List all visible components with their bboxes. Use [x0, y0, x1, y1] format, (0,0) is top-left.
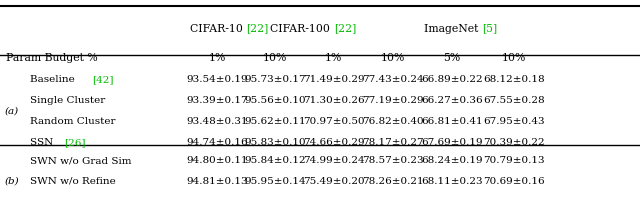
Text: Param Budget %: Param Budget %: [6, 53, 98, 63]
Text: 68.12±0.18: 68.12±0.18: [483, 75, 545, 84]
Text: [26]: [26]: [64, 138, 86, 147]
Text: 1%: 1%: [325, 53, 342, 63]
Text: CIFAR-100: CIFAR-100: [270, 24, 334, 33]
Text: 76.82±0.40: 76.82±0.40: [362, 117, 424, 126]
Text: 93.54±0.19: 93.54±0.19: [187, 75, 248, 84]
Text: 68.11±0.23: 68.11±0.23: [421, 177, 483, 186]
Text: 94.81±0.13: 94.81±0.13: [187, 177, 248, 186]
Text: 70.79±0.13: 70.79±0.13: [483, 156, 545, 165]
Text: 93.48±0.31: 93.48±0.31: [187, 117, 248, 126]
Text: 70.39±0.22: 70.39±0.22: [483, 138, 545, 147]
Text: 94.80±0.11: 94.80±0.11: [187, 156, 248, 165]
Text: [22]: [22]: [334, 24, 356, 33]
Text: 95.83±0.10: 95.83±0.10: [244, 138, 306, 147]
Text: Single Cluster: Single Cluster: [30, 96, 106, 105]
Text: [5]: [5]: [483, 24, 497, 33]
Text: SWN w/o Refine: SWN w/o Refine: [30, 177, 116, 186]
Text: 66.81±0.41: 66.81±0.41: [421, 117, 483, 126]
Text: 66.27±0.36: 66.27±0.36: [421, 96, 483, 105]
Text: 71.30±0.26: 71.30±0.26: [303, 96, 365, 105]
Text: 10%: 10%: [502, 53, 527, 63]
Text: 78.26±0.21: 78.26±0.21: [362, 177, 424, 186]
Text: 70.97±0.50: 70.97±0.50: [303, 117, 365, 126]
Text: 93.39±0.17: 93.39±0.17: [187, 96, 248, 105]
Text: 77.19±0.29: 77.19±0.29: [362, 96, 424, 105]
Text: 67.69±0.19: 67.69±0.19: [421, 138, 483, 147]
Text: 70.69±0.16: 70.69±0.16: [483, 177, 545, 186]
Text: (a): (a): [4, 107, 19, 116]
Text: 1%: 1%: [209, 53, 227, 63]
Text: 95.56±0.10: 95.56±0.10: [244, 96, 306, 105]
Text: 95.84±0.12: 95.84±0.12: [244, 156, 306, 165]
Text: 74.99±0.24: 74.99±0.24: [303, 156, 365, 165]
Text: 5%: 5%: [444, 53, 460, 63]
Text: 67.95±0.43: 67.95±0.43: [483, 117, 545, 126]
Text: 75.49±0.20: 75.49±0.20: [303, 177, 365, 186]
Text: [22]: [22]: [246, 24, 269, 33]
Text: 71.49±0.29: 71.49±0.29: [303, 75, 365, 84]
Text: 77.43±0.24: 77.43±0.24: [362, 75, 424, 84]
Text: 66.89±0.22: 66.89±0.22: [421, 75, 483, 84]
Text: 10%: 10%: [263, 53, 287, 63]
Text: 74.66±0.29: 74.66±0.29: [303, 138, 365, 147]
Text: Random Cluster: Random Cluster: [30, 117, 116, 126]
Text: ImageNet: ImageNet: [424, 24, 483, 33]
Text: 95.62±0.11: 95.62±0.11: [244, 117, 306, 126]
Text: 67.55±0.28: 67.55±0.28: [483, 96, 545, 105]
Text: (b): (b): [4, 177, 19, 186]
Text: 10%: 10%: [381, 53, 405, 63]
Text: CIFAR-10: CIFAR-10: [190, 24, 246, 33]
Text: [42]: [42]: [92, 75, 113, 84]
Text: Baseline: Baseline: [30, 75, 78, 84]
Text: SSN: SSN: [30, 138, 56, 147]
Text: SWN w/o Grad Sim: SWN w/o Grad Sim: [30, 156, 132, 165]
Text: 95.73±0.17: 95.73±0.17: [244, 75, 306, 84]
Text: 68.24±0.19: 68.24±0.19: [421, 156, 483, 165]
Text: 95.95±0.14: 95.95±0.14: [244, 177, 306, 186]
Text: 78.57±0.23: 78.57±0.23: [362, 156, 424, 165]
Text: 78.17±0.27: 78.17±0.27: [362, 138, 424, 147]
Text: 94.74±0.16: 94.74±0.16: [187, 138, 248, 147]
